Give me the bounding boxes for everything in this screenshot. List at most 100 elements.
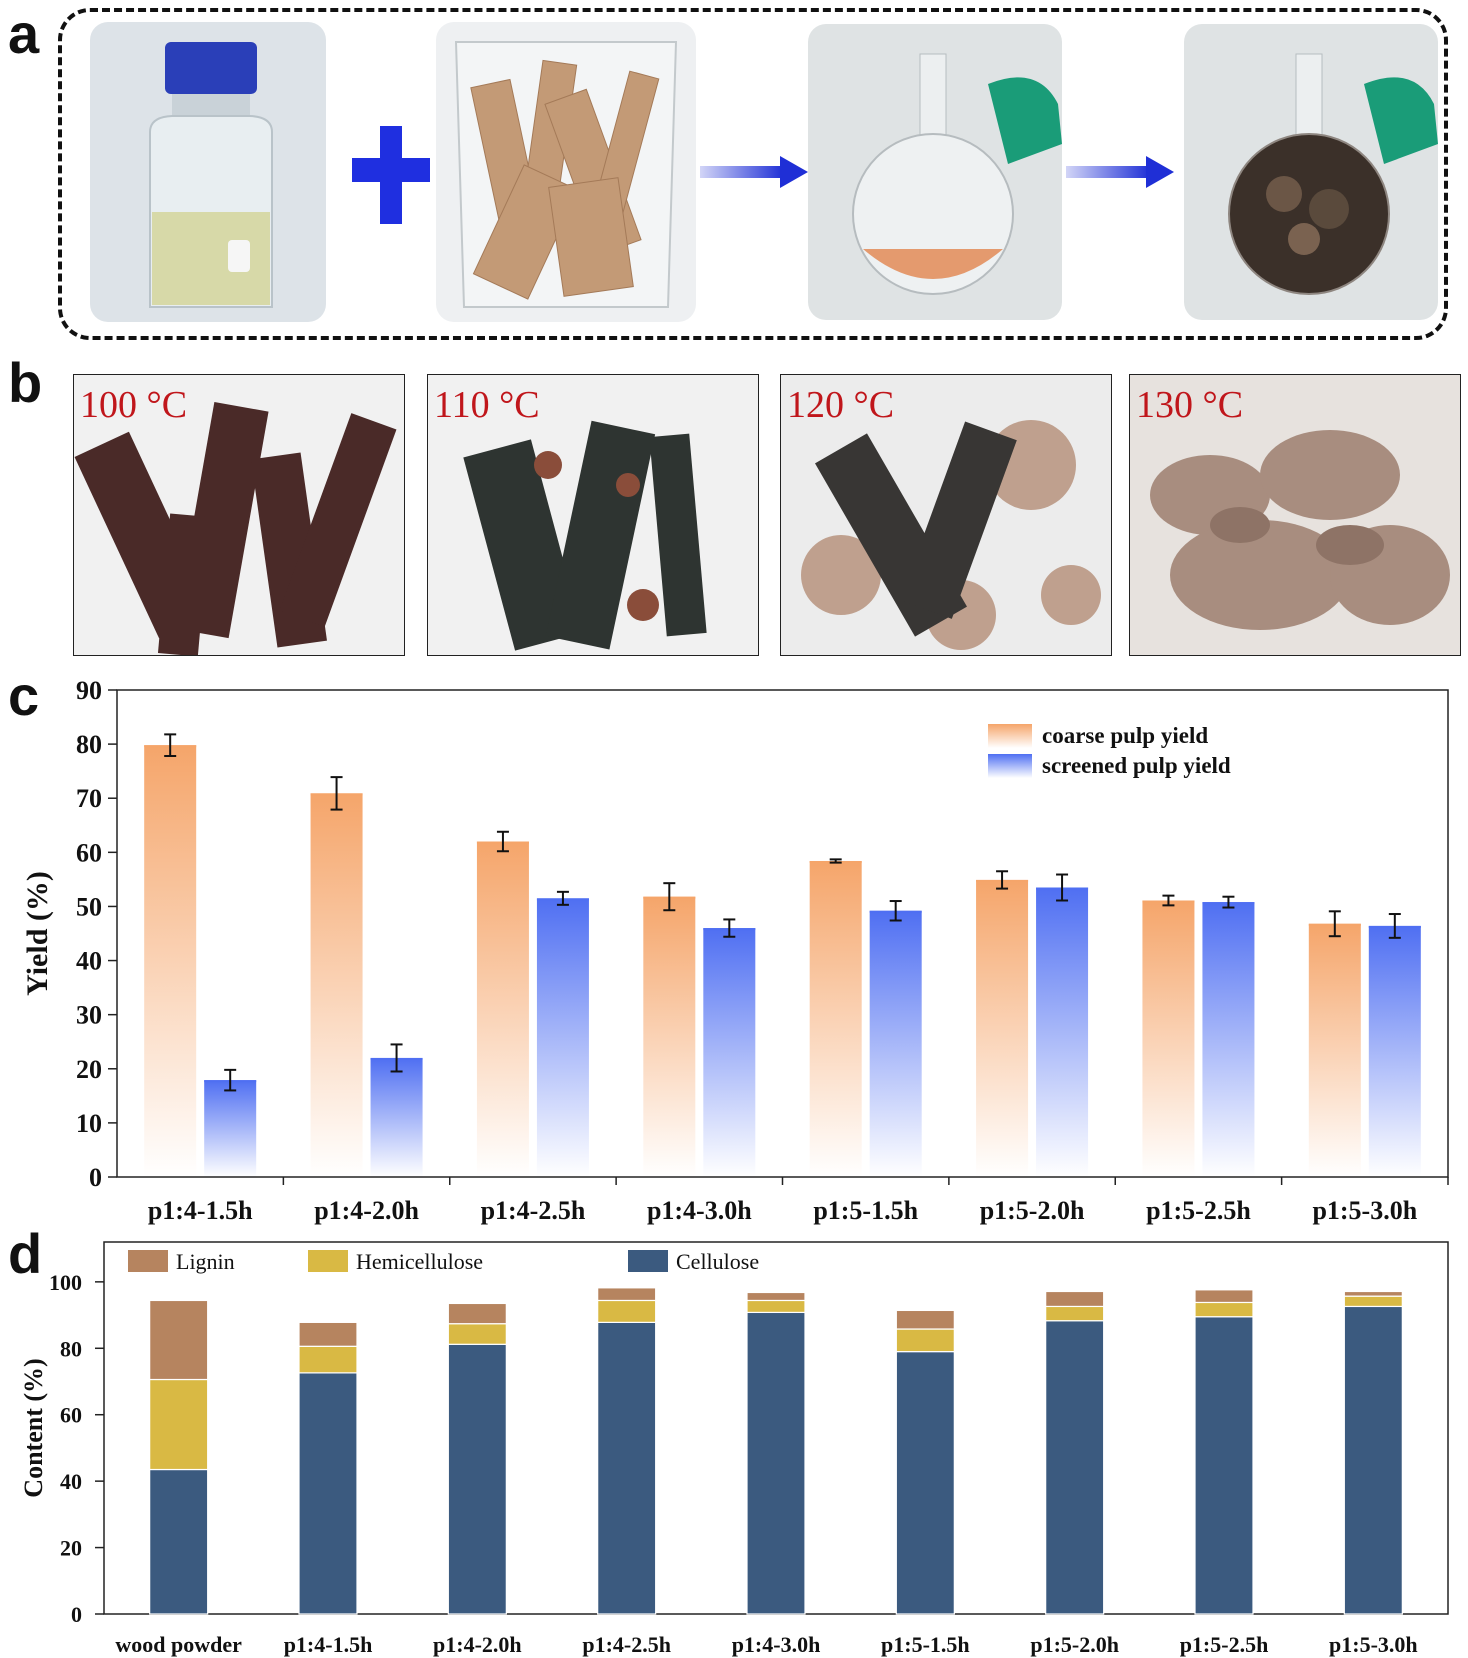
process-frame [58, 8, 1448, 340]
y-tick-label: 100 [49, 1270, 82, 1295]
error-bar [889, 900, 902, 922]
hemicellulose-segment [149, 1378, 209, 1471]
error-bar [556, 890, 569, 906]
x-tick-label: p1:4-1.5h [284, 1632, 373, 1657]
solvent-bottle-photo [90, 22, 326, 322]
x-tick-label: p1:4-2.5h [582, 1632, 671, 1657]
y-tick-label: 60 [60, 1403, 82, 1428]
x-tick-label: p1:5-3.0h [1312, 1196, 1417, 1225]
legend-label: Lignin [176, 1249, 235, 1274]
plus-icon [352, 126, 430, 224]
hemicellulose-segment [447, 1323, 507, 1345]
flask-before-photo [808, 24, 1062, 320]
y-tick-label: 80 [76, 730, 102, 759]
error-bar [330, 776, 343, 811]
coarse-bar [809, 860, 862, 1177]
lignin-segment [746, 1291, 806, 1302]
lignin-segment [1045, 1290, 1105, 1308]
hemicellulose-segment [1045, 1305, 1105, 1322]
y-tick-label: 40 [76, 947, 102, 976]
wood-120c-photo: 120 °C [780, 374, 1112, 656]
legend-label: Cellulose [676, 1249, 759, 1274]
y-tick-label: 80 [60, 1336, 82, 1361]
x-tick-label: p1:5-1.5h [813, 1196, 918, 1225]
error-bar [496, 830, 509, 853]
error-bar [1222, 895, 1235, 909]
error-bar [829, 858, 842, 864]
hemicellulose-segment [895, 1328, 955, 1353]
x-tick-label: p1:5-2.5h [1180, 1632, 1269, 1657]
flask-before-image [852, 53, 1062, 295]
wood-130c-photo: 130 °C [1129, 374, 1461, 656]
screened-bar [1368, 925, 1421, 1177]
error-bar [1162, 894, 1175, 907]
temperature-label: 110 °C [434, 384, 540, 426]
lignin-segment [1343, 1290, 1403, 1297]
content-chart: 0 20 40 60 80 100 Content (%) wood powder p1:4-1… [19, 1241, 1449, 1657]
legend-label: screened pulp yield [1042, 753, 1231, 778]
hemicellulose-segment [298, 1345, 358, 1374]
lignin-segment [298, 1321, 358, 1347]
arrow-icon [700, 156, 808, 188]
coarse-bar [976, 879, 1029, 1177]
y-axis-label: Content (%) [19, 1358, 48, 1497]
panel-label-d: d [8, 1222, 43, 1285]
cellulose-segment [746, 1311, 806, 1615]
y-tick-label: 20 [76, 1055, 102, 1084]
error-bar [164, 733, 177, 758]
y-tick-label: 0 [89, 1163, 102, 1192]
coarse-bar [144, 745, 197, 1177]
legend-label: coarse pulp yield [1042, 723, 1208, 748]
x-tick-label: p1:4-1.5h [148, 1196, 253, 1225]
arrow-icon [1066, 156, 1174, 188]
screened-bar [703, 928, 756, 1177]
screened-bar [1036, 887, 1089, 1177]
x-tick-label: p1:5-1.5h [881, 1632, 970, 1657]
panel-label-c: c [8, 664, 40, 727]
temperature-label: 120 °C [787, 384, 895, 426]
y-tick-label: 50 [76, 892, 102, 921]
lignin-segment [597, 1287, 657, 1302]
x-tick-label: wood powder [115, 1632, 242, 1657]
solvent-bottle-image [149, 42, 273, 308]
screened-bar [1202, 902, 1255, 1177]
x-tick-label: p1:4-2.5h [481, 1196, 586, 1225]
lignin-segment [447, 1302, 507, 1325]
legend-swatch [628, 1250, 668, 1272]
screened-bar [869, 910, 922, 1177]
legend-label: Hemicellulose [356, 1249, 483, 1274]
legend-swatch [128, 1250, 168, 1272]
error-bar [1056, 873, 1069, 902]
y-tick-label: 60 [76, 838, 102, 867]
error-bar [224, 1068, 237, 1092]
wood-chips-image [454, 41, 678, 308]
cellulose-segment [298, 1372, 358, 1615]
error-bar [1328, 910, 1341, 938]
hemicellulose-segment [1343, 1295, 1403, 1308]
y-tick-label: 30 [76, 1001, 102, 1030]
cellulose-segment [447, 1343, 507, 1615]
error-bar [1388, 913, 1401, 939]
y-tick-label: 0 [71, 1602, 82, 1627]
x-tick-label: p1:5-2.5h [1146, 1196, 1251, 1225]
x-tick-label: p1:5-2.0h [980, 1196, 1085, 1225]
cellulose-segment [149, 1468, 209, 1615]
coarse-bar [310, 793, 363, 1177]
screened-bar [536, 898, 589, 1177]
hemicellulose-segment [1194, 1301, 1254, 1318]
error-bar [663, 882, 676, 912]
y-tick-label: 70 [76, 784, 102, 813]
lignin-segment [149, 1299, 209, 1381]
error-bar [723, 918, 736, 938]
temperature-label: 130 °C [1136, 384, 1244, 426]
panel-label-b: b [8, 351, 43, 414]
cellulose-segment [597, 1321, 657, 1615]
coarse-bar [643, 896, 696, 1177]
hemicellulose-segment [746, 1299, 806, 1314]
x-tick-label: p1:4-3.0h [647, 1196, 752, 1225]
coarse-bar [476, 841, 529, 1177]
y-axis-label: Yield (%) [21, 871, 54, 996]
wood-110c-photo: 110 °C [427, 374, 759, 656]
x-tick-label: p1:4-2.0h [433, 1632, 522, 1657]
cellulose-segment [1045, 1320, 1105, 1615]
